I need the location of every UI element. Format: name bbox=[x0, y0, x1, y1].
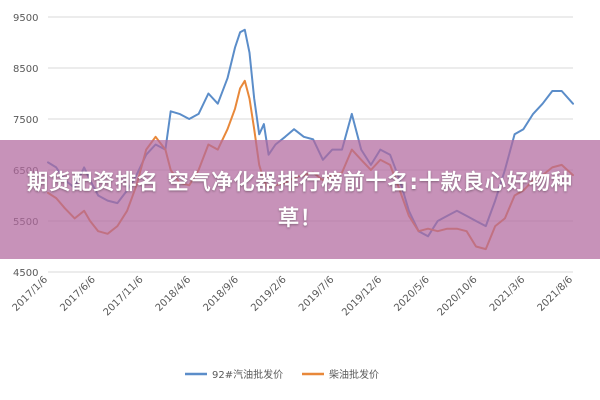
x-tick-label: 2021/3/6 bbox=[488, 274, 528, 314]
x-tick-label: 2021/8/6 bbox=[536, 274, 576, 314]
legend-label-1: 92#汽油批发价 bbox=[212, 368, 283, 381]
x-tick-label: 2018/9/6 bbox=[201, 274, 241, 314]
legend-label-2: 柴油批发价 bbox=[329, 368, 379, 381]
legend: 92#汽油批发价 柴油批发价 bbox=[185, 368, 379, 381]
x-tick-label: 2017/1/6 bbox=[11, 274, 51, 314]
y-tick-label: 4500 bbox=[13, 268, 38, 279]
x-tick-label: 2020/10/6 bbox=[436, 274, 480, 318]
y-tick-label: 8500 bbox=[13, 64, 38, 75]
x-tick-label: 2020/5/6 bbox=[392, 274, 432, 314]
banner-title: 期货配资排名 空气净化器排行榜前十名:十款良心好物种草！ bbox=[27, 169, 573, 230]
overlay-banner: 期货配资排名 空气净化器排行榜前十名:十款良心好物种草！ bbox=[0, 140, 600, 259]
y-tick-label: 9500 bbox=[13, 13, 38, 24]
x-tick-label: 2019/7/6 bbox=[297, 274, 337, 314]
x-tick-label: 2017/11/6 bbox=[102, 274, 146, 318]
x-tick-label: 2018/4/6 bbox=[154, 274, 194, 314]
x-tick-label: 2019/2/6 bbox=[249, 274, 289, 314]
x-axis-tick-labels: 2017/1/6 2017/6/6 2017/11/6 2018/4/6 2018/9/… bbox=[11, 274, 576, 318]
x-tick-label: 2019/12/6 bbox=[340, 274, 384, 318]
y-tick-label: 7500 bbox=[13, 115, 38, 126]
x-tick-label: 2017/6/6 bbox=[58, 274, 98, 314]
